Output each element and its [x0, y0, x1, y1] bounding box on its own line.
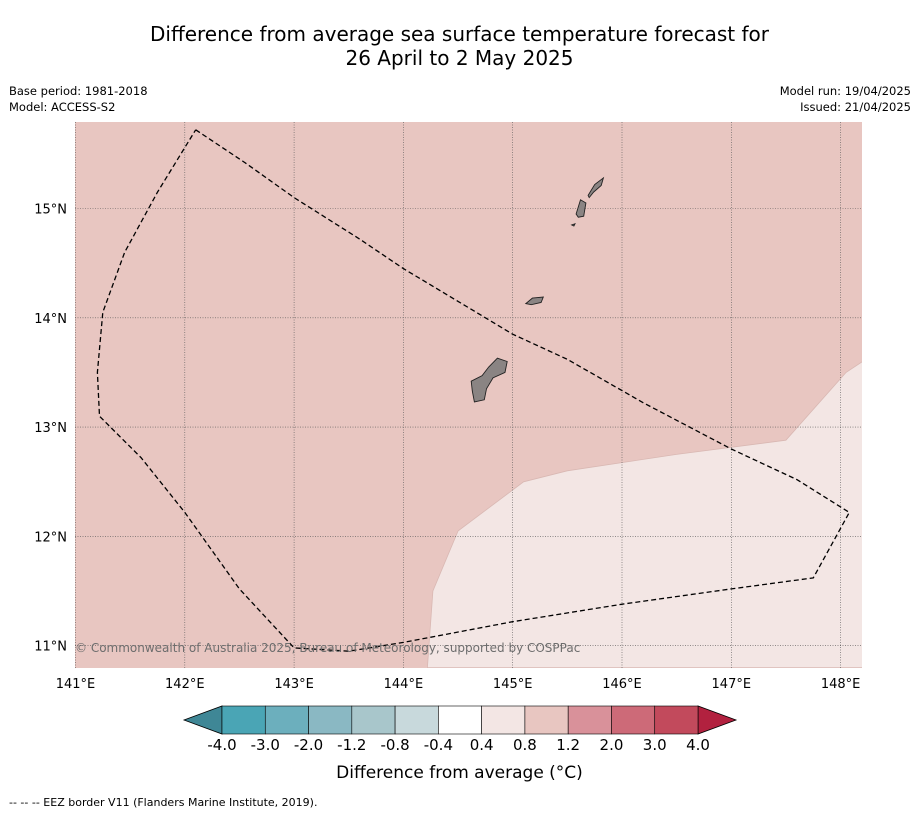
colorbar-title: Difference from average (°C): [336, 763, 583, 783]
colorbar-segment: [611, 705, 656, 735]
model-run-text: Model run: 19/04/2025: [779, 84, 911, 98]
colorbar-segment: [567, 705, 612, 735]
lon-tick-label: 146°E: [602, 677, 642, 692]
map-area: © Commonwealth of Australia 2025, Bureau…: [75, 122, 862, 668]
colorbar-tick-label: 3.0: [642, 736, 667, 754]
lon-tick-label: 141°E: [56, 677, 96, 692]
colorbar-tick-label: 2.0: [599, 736, 624, 754]
lat-tick-label: 15°N: [34, 203, 67, 218]
lon-tick-label: 143°E: [274, 677, 314, 692]
colorbar-tick-label: -2.0: [293, 736, 324, 754]
colorbar-segment: [308, 705, 353, 735]
colorbar-segment: [264, 705, 309, 735]
colorbar-tick-label: 0.4: [469, 736, 494, 754]
colorbar-segment: [394, 705, 439, 735]
island-rota: [524, 296, 544, 306]
colorbar-segment: [481, 705, 526, 735]
colorbar-over-arrow: [697, 705, 738, 735]
base-period-text: Base period: 1981-2018: [9, 84, 148, 98]
colorbar-tick-label: -0.4: [423, 736, 453, 754]
colorbar-tick-label: -1.2: [337, 736, 367, 754]
island-aguijan: [570, 223, 576, 227]
island-guam: [470, 357, 508, 403]
colorbar-tick-label: 4.0: [686, 736, 710, 754]
lat-tick-label: 14°N: [34, 312, 67, 327]
colorbar-segment: [654, 705, 699, 735]
eez-legend-note: -- -- -- EEZ border V11 (Flanders Marine…: [9, 796, 318, 809]
colorbar-tick-label: -3.0: [250, 736, 280, 754]
meta-left: Base period: 1981-2018 Model: ACCESS-S2: [9, 83, 148, 115]
colorbar-segment: [524, 705, 569, 735]
copyright-text: © Commonwealth of Australia 2025, Bureau…: [75, 641, 580, 655]
lat-tick-label: 11°N: [34, 640, 67, 655]
island-saipan: [587, 176, 605, 199]
colorbar-tick-label: 0.8: [512, 736, 537, 754]
anomaly-region-0.4-0.8: [426, 361, 862, 668]
colorbar-segment: [221, 705, 266, 735]
eez-border-line: [96, 129, 851, 652]
chart-title: Difference from average sea surface temp…: [0, 22, 919, 70]
colorbar-tick-label: -4.0: [207, 736, 237, 754]
colorbar-tick-label: -0.8: [380, 736, 410, 754]
lon-tick-label: 144°E: [384, 677, 424, 692]
lat-tick-label: 13°N: [34, 421, 67, 436]
colorbar-tick-label: 1.2: [556, 736, 581, 754]
colorbar-segment: [438, 705, 482, 735]
lon-tick-label: 148°E: [821, 677, 861, 692]
colorbar-under-arrow: [182, 705, 223, 735]
lon-tick-label: 145°E: [493, 677, 533, 692]
lat-tick-label: 12°N: [34, 530, 67, 545]
meta-right: Model run: 19/04/2025 Issued: 21/04/2025: [780, 83, 911, 115]
island-tinian: [575, 199, 587, 218]
issued-text: Issued: 21/04/2025: [800, 100, 911, 114]
model-text: Model: ACCESS-S2: [9, 100, 116, 114]
lon-tick-label: 142°E: [165, 677, 205, 692]
title-line-1: Difference from average sea surface temp…: [149, 22, 769, 46]
title-line-2: 26 April to 2 May 2025: [345, 46, 574, 70]
colorbar-segment: [351, 705, 396, 735]
lon-tick-label: 147°E: [712, 677, 752, 692]
